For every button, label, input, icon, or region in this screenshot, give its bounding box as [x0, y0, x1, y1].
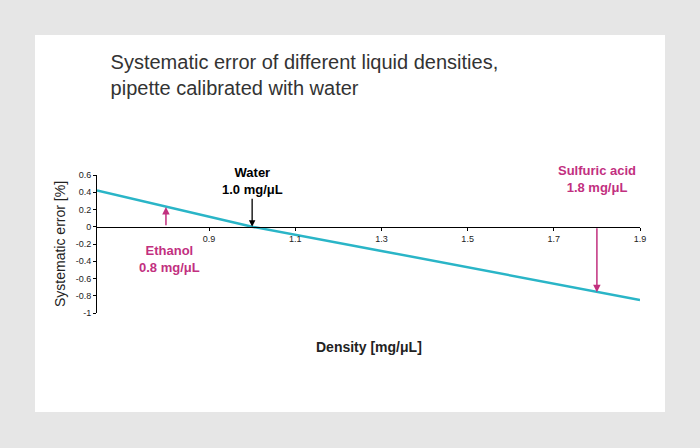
svg-text:1.9: 1.9: [634, 234, 647, 244]
svg-text:Ethanol0.8 mg/μL: Ethanol0.8 mg/μL: [139, 243, 200, 275]
svg-text:0.6: 0.6: [79, 170, 92, 180]
svg-text:0: 0: [86, 222, 91, 232]
svg-text:Density [mg/μL]: Density [mg/μL]: [316, 339, 422, 355]
svg-text:-0.6: -0.6: [76, 274, 92, 284]
svg-text:1.5: 1.5: [461, 234, 474, 244]
svg-text:Water1.0 mg/μL: Water1.0 mg/μL: [222, 165, 283, 197]
svg-text:-1: -1: [83, 308, 91, 318]
svg-text:Systematic error [%]: Systematic error [%]: [52, 181, 68, 307]
svg-text:1.1: 1.1: [289, 234, 302, 244]
svg-text:Sulfuric acid1.8 mg/μL: Sulfuric acid1.8 mg/μL: [558, 163, 636, 195]
svg-text:0.9: 0.9: [203, 234, 216, 244]
svg-text:-0.8: -0.8: [76, 291, 92, 301]
svg-text:Systematic error of different: Systematic error of different liquid den…: [111, 51, 499, 99]
svg-text:1.3: 1.3: [375, 234, 388, 244]
svg-text:0.2: 0.2: [79, 205, 92, 215]
svg-text:1.7: 1.7: [548, 234, 561, 244]
svg-text:0.4: 0.4: [79, 187, 92, 197]
svg-text:-0.4: -0.4: [76, 256, 92, 266]
svg-text:-0.2: -0.2: [76, 239, 92, 249]
